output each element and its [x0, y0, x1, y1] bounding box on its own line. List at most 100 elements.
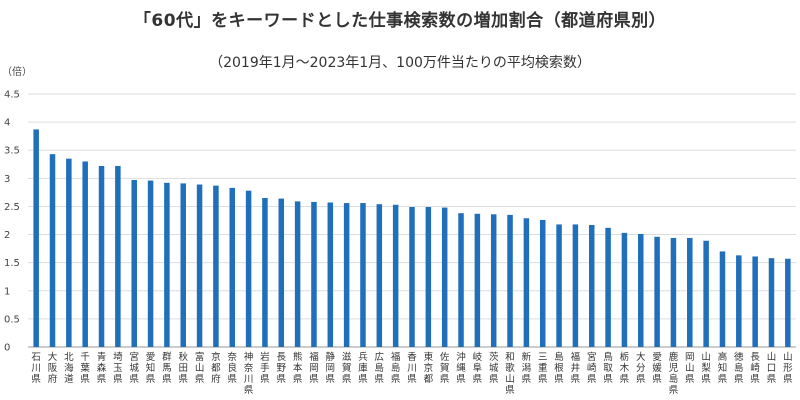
x-tick-label: 茨城県	[489, 351, 499, 385]
bar-京都府	[213, 185, 219, 347]
x-tick-label: 福島県	[391, 351, 401, 385]
bar-富山県	[196, 184, 203, 347]
bar-青森県	[98, 165, 105, 347]
x-tick-label: 青森県	[97, 351, 107, 385]
x-tick-label: 石川県	[31, 352, 41, 385]
chart-subtitle: （2019年1月〜2023年1月、100万件当たりの平均検索数）	[209, 55, 591, 71]
x-tick-label: 徳島県	[734, 351, 744, 385]
bar-石川県	[33, 129, 39, 347]
x-tick-label: 岐阜県	[473, 351, 483, 385]
x-tick-label: 和歌山県	[505, 352, 515, 396]
x-tick-label: 福岡県	[309, 351, 319, 385]
x-tick-label: 栃木県	[620, 351, 630, 385]
bar-茨城県	[490, 214, 497, 347]
x-tick-label: 広島県	[375, 351, 385, 385]
y-axis-unit-label: （倍）	[2, 65, 32, 78]
bar-福島県	[392, 204, 399, 347]
y-tick-label: 1	[4, 286, 10, 297]
bar-福井県	[572, 224, 579, 347]
bar-兵庫県	[360, 203, 366, 347]
bar-高知県	[719, 251, 726, 347]
bar-群馬県	[164, 182, 170, 347]
bar-大分県	[638, 233, 644, 347]
x-tick-label: 愛知県	[146, 351, 156, 385]
x-tick-label: 長野県	[277, 352, 287, 385]
x-tick-label: 山口県	[767, 352, 777, 385]
bar-長崎県	[752, 256, 758, 347]
x-tick-label: 兵庫県	[358, 351, 368, 385]
bar-島根県	[556, 224, 562, 347]
bar-佐賀県	[441, 207, 448, 347]
x-tick-label: 北海道	[64, 352, 74, 385]
y-tick-label: 0.5	[4, 314, 20, 325]
y-tick-label: 0	[4, 343, 10, 354]
x-tick-label: 富山県	[195, 351, 205, 385]
bar-愛知県	[147, 180, 154, 347]
bar-大阪府	[49, 154, 56, 347]
bar-秋田県	[180, 183, 186, 347]
x-tick-label: 熊本県	[293, 351, 303, 385]
bar-栃木県	[621, 232, 628, 347]
x-tick-label: 秋田県	[178, 351, 188, 385]
bar-岐阜県	[474, 213, 481, 347]
x-tick-label: 滋賀県	[342, 351, 352, 385]
y-tick-label: 2	[4, 230, 10, 241]
x-tick-label: 千葉県	[80, 352, 90, 385]
x-tick-label: 鳥取県	[603, 351, 613, 385]
bar-宮崎県	[588, 224, 595, 347]
y-tick-label: 4.5	[4, 90, 20, 101]
x-tick-label: 香川県	[407, 352, 417, 385]
x-tick-label: 宮崎県	[587, 351, 597, 385]
x-tick-label: 岩手県	[260, 351, 270, 385]
bar-岡山県	[687, 237, 693, 347]
bar-山梨県	[703, 240, 709, 347]
chart-title: 「60代」をキーワードとした仕事検索数の増加割合（都道府県別）	[133, 11, 667, 31]
bar-長野県	[278, 198, 285, 347]
x-tick-label: 鹿児島県	[669, 351, 679, 396]
x-tick-label: 山形県	[783, 352, 793, 385]
bar-香川県	[409, 207, 415, 347]
bar-広島県	[376, 204, 383, 347]
bar-和歌山県	[507, 214, 513, 347]
x-tick-label: 岡山県	[685, 352, 695, 385]
x-tick-label: 沖縄県	[456, 351, 466, 385]
bar-埼玉県	[115, 165, 121, 347]
x-tick-label: 東京都	[424, 351, 434, 385]
bar-岩手県	[262, 198, 268, 347]
y-tick-label: 3.5	[4, 146, 20, 157]
x-tick-label: 静岡県	[326, 351, 336, 385]
x-tick-label: 福井県	[571, 351, 581, 385]
bar-静岡県	[327, 202, 334, 347]
x-tick-label: 神奈川県	[244, 351, 254, 396]
bar-東京都	[425, 207, 432, 347]
bar-新潟県	[523, 218, 530, 347]
bar-滋賀県	[343, 203, 350, 347]
x-tick-label: 京都府	[211, 351, 221, 385]
bar-鹿児島県	[670, 237, 677, 347]
bar-三重県	[539, 219, 546, 347]
bar-山口県	[768, 258, 775, 347]
x-tick-label: 埼玉県	[113, 351, 123, 385]
x-tick-label: 群馬県	[162, 351, 172, 385]
bar-熊本県	[294, 201, 301, 347]
x-tick-label: 宮城県	[129, 351, 139, 385]
bar-千葉県	[82, 161, 88, 347]
bar-徳島県	[736, 255, 742, 347]
x-tick-label: 大分県	[636, 351, 646, 385]
y-tick-label: 3	[4, 174, 10, 185]
bar-鳥取県	[605, 227, 611, 347]
bar-愛媛県	[654, 236, 660, 347]
bar-福岡県	[311, 201, 317, 347]
x-tick-label: 佐賀県	[440, 351, 450, 385]
bar-北海道	[66, 158, 72, 347]
x-tick-label: 奈良県	[227, 351, 237, 385]
x-tick-label: 山梨県	[701, 352, 711, 385]
bar-宮城県	[131, 180, 137, 347]
bar-沖縄県	[458, 213, 464, 347]
x-tick-label: 長崎県	[750, 352, 760, 385]
x-tick-label: 三重県	[538, 352, 548, 385]
y-tick-label: 4	[4, 118, 10, 129]
x-tick-label: 愛媛県	[652, 351, 662, 385]
bar-神奈川県	[245, 190, 252, 347]
